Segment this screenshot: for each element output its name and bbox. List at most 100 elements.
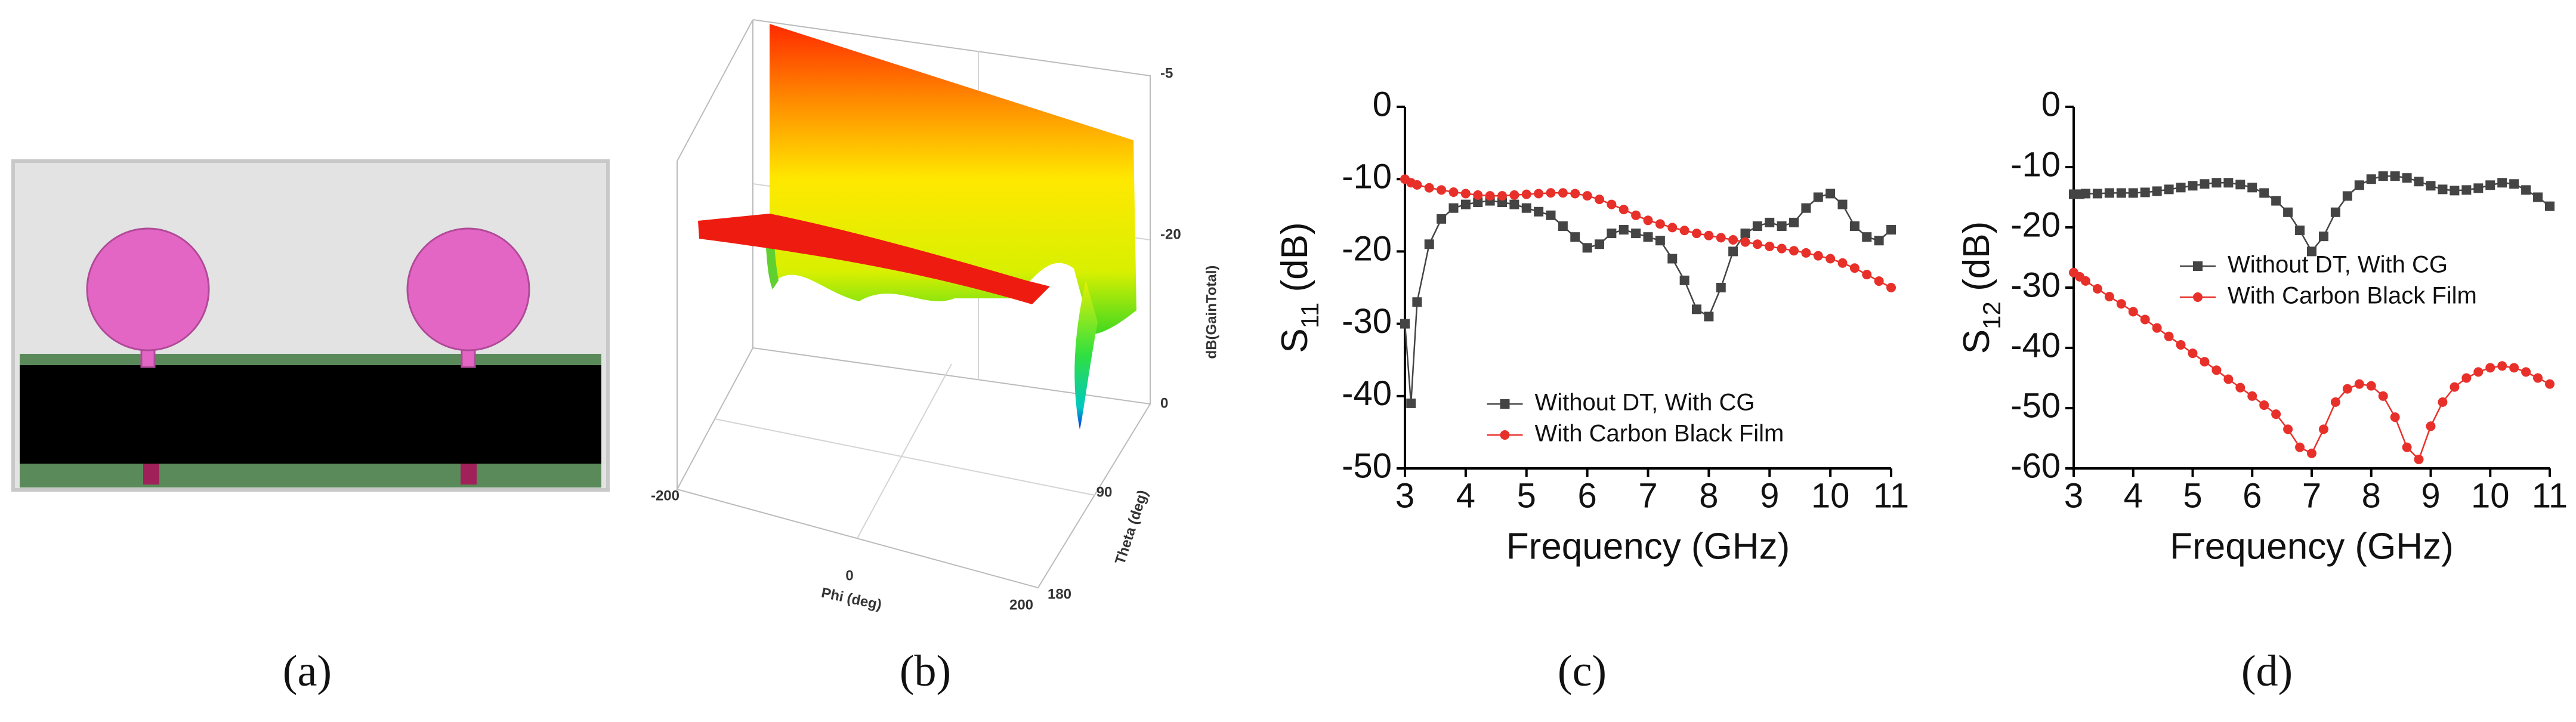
marker — [2259, 400, 2269, 410]
y-tick-label: -30 — [2010, 266, 2061, 304]
marker — [2438, 397, 2448, 407]
y-tick-label: 0 — [2041, 85, 2061, 124]
marker — [1728, 235, 1738, 245]
marker — [2104, 188, 2114, 198]
marker — [2211, 178, 2222, 188]
marker — [2521, 185, 2531, 195]
marker — [2295, 442, 2305, 452]
marker — [2342, 191, 2352, 201]
marker — [1826, 189, 1836, 199]
marker — [1437, 185, 1447, 195]
panel-label: (b) — [900, 647, 951, 696]
marker — [1558, 221, 1568, 231]
legend-text: Without DT, With CG — [1535, 390, 1755, 416]
x-tick-label: 6 — [2243, 476, 2262, 515]
feed-line — [143, 464, 159, 485]
marker — [2545, 379, 2555, 389]
marker — [2450, 382, 2460, 392]
marker — [2330, 397, 2340, 407]
marker — [2366, 381, 2376, 391]
marker — [1412, 180, 1422, 190]
marker — [1485, 191, 1495, 201]
marker — [1704, 311, 1714, 322]
marker — [1473, 190, 1483, 200]
marker — [2235, 180, 2245, 190]
marker — [2318, 232, 2328, 242]
marker — [1752, 239, 1762, 249]
ground-strip — [20, 464, 601, 487]
marker — [2497, 361, 2507, 371]
x-tick-label: 5 — [2183, 476, 2202, 515]
marker — [1534, 206, 1544, 217]
x-tick-label: 10 — [2471, 476, 2510, 515]
panel-label: (a) — [283, 647, 332, 696]
x-tick-label: 11 — [2532, 476, 2568, 515]
y-axis-title-part: (dB) — [1956, 221, 1997, 301]
marker — [2485, 363, 2495, 373]
marker — [1619, 225, 1629, 235]
marker — [2533, 373, 2543, 383]
marker — [1813, 251, 1823, 261]
marker — [2259, 188, 2269, 198]
y-axis-title: S11 (dB) — [1274, 222, 1323, 353]
marker — [1643, 232, 1653, 242]
marker — [1582, 191, 1592, 201]
marker — [2414, 454, 2424, 464]
marker — [2390, 412, 2400, 422]
marker — [1886, 225, 1896, 235]
marker — [1849, 263, 1860, 273]
x-axis-title: Frequency (GHz) — [1506, 526, 1790, 567]
marker — [1582, 243, 1592, 253]
marker — [1406, 398, 1416, 408]
y-tick-label: -20 — [1342, 230, 1392, 269]
marker — [2247, 391, 2257, 401]
legend-marker — [1500, 430, 1510, 440]
marker — [1679, 226, 1689, 236]
marker — [2330, 207, 2340, 217]
marker — [1521, 189, 1531, 199]
marker — [2450, 186, 2460, 196]
z-tick-label: -20 — [1160, 226, 1181, 242]
marker — [2461, 185, 2472, 195]
legend-text: With Carbon Black Film — [1535, 421, 1784, 447]
marker — [1607, 229, 1617, 239]
marker — [1801, 203, 1811, 213]
legend-text: Without DT, With CG — [2228, 252, 2448, 278]
marker — [2438, 184, 2448, 195]
marker — [1789, 217, 1799, 227]
marker — [1716, 233, 1726, 243]
marker — [1874, 276, 1884, 286]
marker — [2247, 183, 2257, 193]
marker — [1607, 199, 1617, 209]
y-tick-label: 90 — [1097, 484, 1113, 500]
x-tick-label: 7 — [1638, 476, 1657, 515]
marker — [1862, 232, 1872, 242]
marker — [2271, 409, 2281, 419]
marker — [1728, 246, 1738, 257]
marker — [2283, 424, 2293, 434]
marker — [2295, 226, 2305, 236]
marker — [2378, 171, 2388, 181]
y-axis-title-part: S — [1956, 329, 1997, 354]
x-tick-label: 8 — [2362, 476, 2381, 515]
y-axis-title-part: (dB) — [1274, 222, 1315, 302]
marker — [1643, 215, 1653, 226]
marker — [1813, 192, 1823, 202]
marker — [2140, 314, 2150, 325]
marker — [2414, 177, 2424, 187]
marker — [1716, 283, 1726, 292]
y-tick-label: -10 — [1342, 158, 1392, 196]
marker — [1619, 205, 1629, 215]
x-axis-title: Frequency (GHz) — [2170, 526, 2453, 567]
marker — [2152, 323, 2162, 333]
marker — [1631, 210, 1641, 220]
x-tick-label: 5 — [1517, 476, 1536, 515]
marker — [2188, 348, 2198, 359]
x-tick-label: 6 — [1577, 476, 1596, 515]
marker — [2354, 180, 2364, 190]
marker — [1570, 232, 1580, 242]
feed-line — [461, 464, 477, 485]
x-tick-label: 10 — [1811, 476, 1850, 515]
marker — [1534, 189, 1544, 199]
marker — [2426, 181, 2436, 191]
